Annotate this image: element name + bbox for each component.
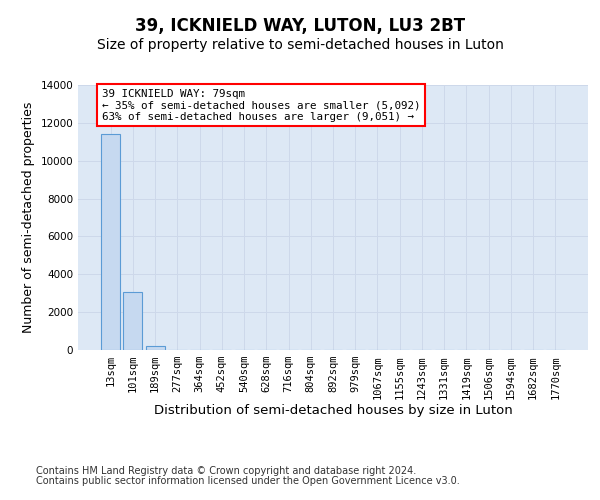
Bar: [124, 292, 142, 350]
Text: Contains HM Land Registry data © Crown copyright and database right 2024.: Contains HM Land Registry data © Crown c…: [36, 466, 416, 476]
Bar: [146, 346, 164, 350]
Y-axis label: Number of semi-detached properties: Number of semi-detached properties: [22, 102, 35, 333]
Text: Contains public sector information licensed under the Open Government Licence v3: Contains public sector information licen…: [36, 476, 460, 486]
Text: Size of property relative to semi-detached houses in Luton: Size of property relative to semi-detach…: [97, 38, 503, 52]
Text: 39 ICKNIELD WAY: 79sqm
← 35% of semi-detached houses are smaller (5,092)
63% of : 39 ICKNIELD WAY: 79sqm ← 35% of semi-det…: [102, 89, 420, 122]
Bar: [101, 134, 120, 350]
X-axis label: Distribution of semi-detached houses by size in Luton: Distribution of semi-detached houses by …: [154, 404, 512, 417]
Text: 39, ICKNIELD WAY, LUTON, LU3 2BT: 39, ICKNIELD WAY, LUTON, LU3 2BT: [135, 18, 465, 36]
